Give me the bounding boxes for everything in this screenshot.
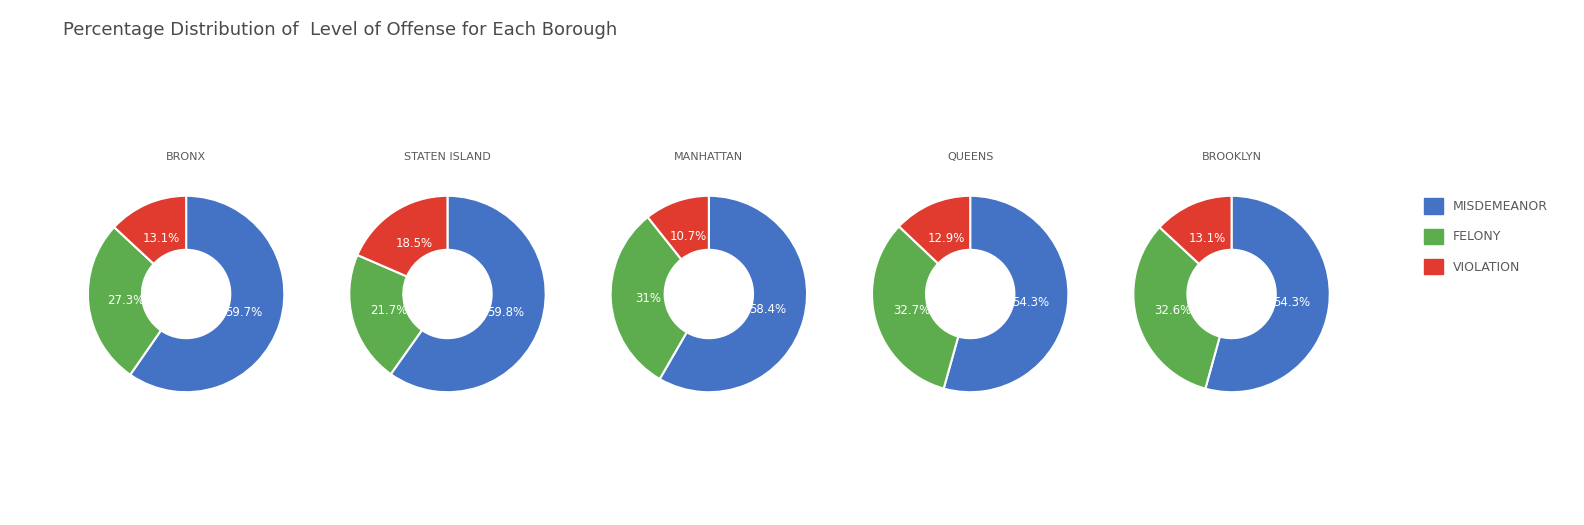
Wedge shape [1134,227,1220,388]
Text: 32.7%: 32.7% [893,303,930,317]
Wedge shape [648,196,710,259]
Text: 58.4%: 58.4% [749,303,786,316]
Text: 12.9%: 12.9% [928,232,965,245]
Text: 13.1%: 13.1% [143,232,181,245]
Text: 54.3%: 54.3% [1012,296,1049,309]
Wedge shape [1205,196,1329,392]
Text: 59.8%: 59.8% [486,306,524,319]
Text: 18.5%: 18.5% [396,237,432,249]
Wedge shape [1159,196,1232,264]
Title: STATEN ISLAND: STATEN ISLAND [404,152,491,162]
Text: Percentage Distribution of  Level of Offense for Each Borough: Percentage Distribution of Level of Offe… [63,21,618,39]
Text: 32.6%: 32.6% [1155,304,1191,317]
Legend: MISDEMEANOR, FELONY, VIOLATION: MISDEMEANOR, FELONY, VIOLATION [1418,192,1554,280]
Wedge shape [89,227,162,375]
Title: MANHATTAN: MANHATTAN [675,152,743,162]
Title: BROOKLYN: BROOKLYN [1202,152,1261,162]
Wedge shape [391,196,545,392]
Title: BRONX: BRONX [166,152,206,162]
Text: 13.1%: 13.1% [1188,232,1226,245]
Text: 21.7%: 21.7% [371,304,407,317]
Text: 59.7%: 59.7% [225,306,263,319]
Text: 54.3%: 54.3% [1274,296,1310,309]
Wedge shape [358,196,448,277]
Text: 27.3%: 27.3% [108,294,144,307]
Wedge shape [130,196,284,392]
Wedge shape [611,217,687,379]
Wedge shape [944,196,1068,392]
Title: QUEENS: QUEENS [947,152,993,162]
Wedge shape [900,196,969,264]
Wedge shape [114,196,187,264]
Wedge shape [659,196,806,392]
Wedge shape [873,226,958,388]
Text: 10.7%: 10.7% [670,230,708,243]
Text: 31%: 31% [635,292,661,305]
Wedge shape [350,255,421,374]
